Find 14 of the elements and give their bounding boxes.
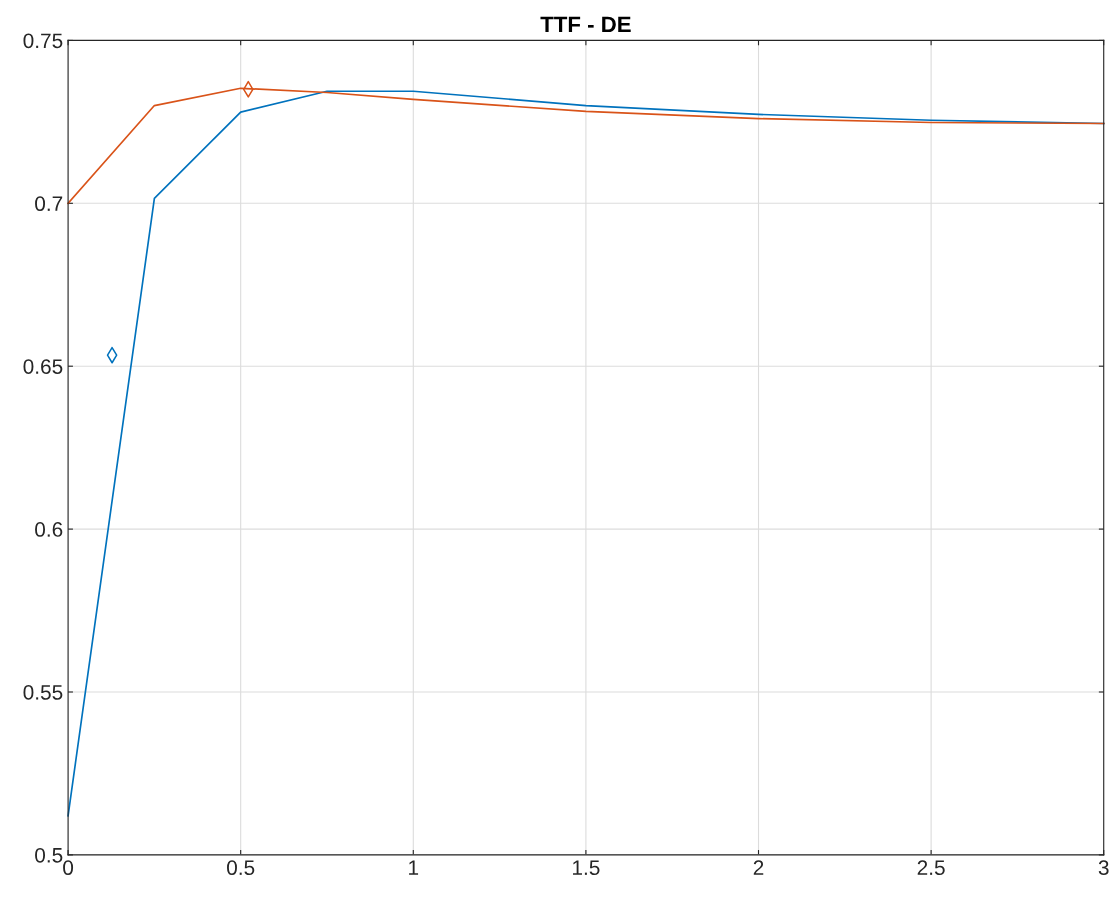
y-tick-label: 0.5 (35, 847, 63, 863)
x-tick-label: 2.5 (917, 860, 945, 876)
y-tick-label: 0.55 (23, 685, 63, 700)
chart-title: TTF - DE (540, 16, 631, 33)
x-tick-label: 3 (1098, 860, 1109, 876)
y-tick-label: 0.65 (23, 359, 63, 374)
x-tick-label: 1.5 (573, 860, 600, 876)
y-tick-label: 0.75 (23, 33, 63, 49)
y-tick-label: 0.6 (35, 522, 63, 537)
x-tick-label: 1 (409, 860, 419, 875)
y-tick-label: 0.7 (35, 196, 63, 212)
x-tick-label: 0.5 (227, 860, 255, 876)
x-tick-label: 2 (753, 860, 764, 875)
x-tick-label: 0 (63, 860, 74, 876)
